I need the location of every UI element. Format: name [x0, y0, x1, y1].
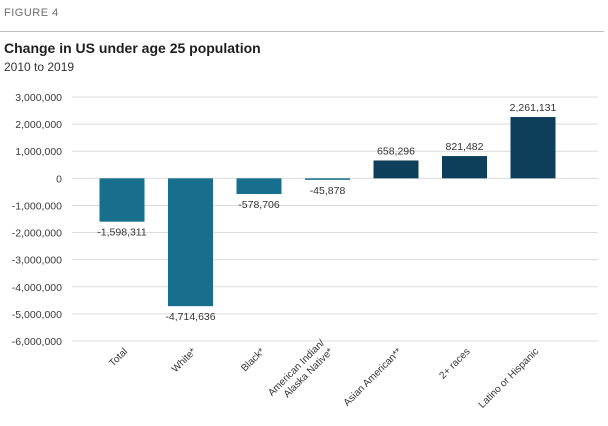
- y-tick-label: 2,000,000: [15, 119, 62, 131]
- data-label: 658,296: [377, 145, 415, 157]
- x-tick-label-line: White*: [170, 346, 199, 375]
- y-tick-label: -3,000,000: [12, 255, 62, 267]
- gridlines: [72, 96, 598, 342]
- y-tick-label: -5,000,000: [12, 309, 62, 321]
- data-label: -4,714,636: [165, 311, 215, 323]
- y-tick-label: -4,000,000: [12, 282, 62, 294]
- chart-subtitle: 2010 to 2019: [4, 60, 75, 74]
- x-tick-label-line: 2+ races: [438, 346, 473, 381]
- y-tick-label: -1,000,000: [12, 200, 62, 212]
- bar: [168, 178, 213, 307]
- x-tick-label: 2+ races: [438, 346, 473, 381]
- header-rule: [0, 31, 604, 32]
- data-label: -1,598,311: [97, 227, 147, 239]
- y-tick-label: -2,000,000: [12, 228, 62, 240]
- x-tick-label: American Indian/Alaska Native*: [266, 338, 335, 400]
- chart-title: Change in US under age 25 population: [4, 40, 261, 56]
- x-tick-label-line: Asian American**: [342, 346, 404, 408]
- x-tick-label: White*: [170, 346, 199, 375]
- x-tick-label: Black*: [239, 346, 267, 374]
- y-tick-label: 0: [56, 173, 62, 185]
- y-tick-label: 1,000,000: [15, 146, 62, 158]
- bar: [373, 160, 419, 179]
- x-tick-label: Asian American**: [342, 346, 404, 408]
- data-label: -578,706: [238, 199, 280, 211]
- x-tick-label: Latino or Hispanic: [477, 346, 541, 410]
- data-label: 821,482: [446, 141, 484, 153]
- data-labels: -1,598,311 -4,714,636 -578,706 -45,878 658,2…: [97, 102, 556, 323]
- figure-label: FIGURE 4: [4, 7, 59, 19]
- x-tick-label: Total: [107, 346, 130, 369]
- data-label: -45,878: [310, 185, 346, 197]
- x-tick-label-line: Black*: [239, 346, 267, 374]
- y-tick-label: -6,000,000: [12, 336, 62, 348]
- bar: [305, 178, 350, 180]
- y-axis: 3,000,000 2,000,000 1,000,000 0 -1,000,000 -2…: [12, 92, 62, 348]
- y-tick-label: 3,000,000: [15, 92, 62, 104]
- x-axis: Total White* Black* American Indian/Alaska …: [107, 338, 541, 411]
- data-label: 2,261,131: [510, 102, 557, 114]
- bar: [442, 156, 487, 179]
- bar: [510, 117, 556, 179]
- bar: [99, 178, 145, 222]
- x-tick-label-line: Latino or Hispanic: [477, 346, 541, 410]
- bar: [236, 178, 282, 195]
- x-tick-label-line: Total: [107, 346, 130, 369]
- bars: [99, 117, 556, 307]
